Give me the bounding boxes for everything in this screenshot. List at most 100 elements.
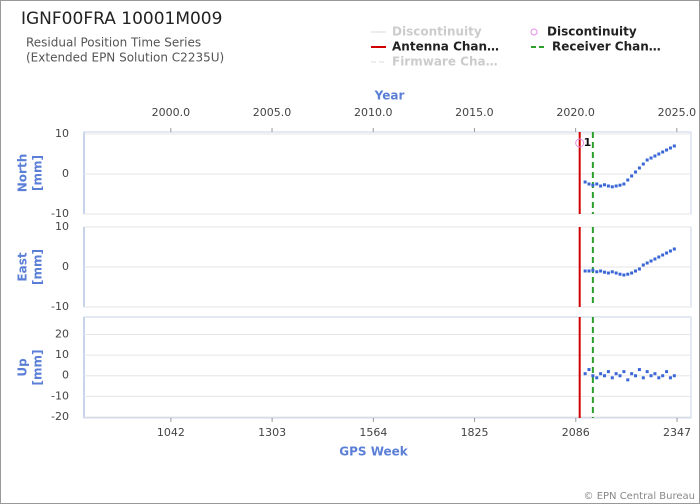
point	[603, 374, 607, 378]
y-tick-label: -20	[51, 410, 69, 423]
point	[583, 269, 587, 273]
y-tick-label: 10	[55, 348, 69, 361]
panel	[83, 131, 692, 215]
point	[653, 372, 657, 376]
point	[599, 372, 603, 376]
legend-label[interactable]: Receiver Chan…	[552, 40, 661, 54]
point	[595, 182, 599, 186]
top-tick-label: 2025.0	[658, 106, 697, 119]
chart-title: IGNF00FRA 10001M009	[21, 9, 222, 29]
point	[649, 259, 653, 263]
point	[657, 376, 661, 380]
point	[595, 270, 599, 274]
top-tick-label: 2015.0	[455, 106, 494, 119]
point	[653, 154, 657, 158]
point	[618, 272, 622, 276]
point	[587, 368, 591, 372]
y-tick-label: 0	[62, 260, 69, 273]
point	[649, 156, 653, 160]
legend-label[interactable]: Discontinuity	[392, 25, 482, 39]
point	[634, 170, 638, 174]
point	[614, 184, 618, 188]
x-axis-label: GPS Week	[339, 445, 409, 459]
top-tick-label: 2020.0	[556, 106, 595, 119]
x-tick-label: 1303	[258, 426, 286, 439]
point	[618, 374, 622, 378]
point	[672, 144, 676, 148]
x-tick-label: 2086	[562, 426, 590, 439]
point	[665, 148, 669, 152]
point	[606, 184, 610, 188]
point	[665, 251, 669, 255]
legend-label[interactable]: Discontinuity	[547, 25, 637, 39]
point	[614, 271, 618, 275]
point	[641, 263, 645, 267]
x-tick-label: 1564	[359, 426, 387, 439]
top-tick-label: 2010.0	[354, 106, 393, 119]
footer: © EPN Central Bureau	[584, 491, 695, 502]
point	[645, 370, 649, 374]
y-axis-label: North	[16, 154, 30, 192]
point	[610, 376, 614, 380]
point	[630, 372, 634, 376]
point	[630, 271, 634, 275]
point	[637, 166, 641, 170]
top-tick-label: 2000.0	[152, 106, 191, 119]
point	[665, 370, 669, 374]
point	[641, 162, 645, 166]
top-axis-label: Year	[374, 89, 405, 103]
point	[591, 268, 595, 272]
y-axis-label: [mm]	[31, 155, 45, 191]
y-tick-label: -10	[51, 389, 69, 402]
point	[622, 273, 626, 277]
point	[634, 374, 638, 378]
y-tick-label: -10	[51, 300, 69, 313]
y-tick-label: 0	[62, 369, 69, 382]
point	[626, 178, 630, 182]
legend-marker	[530, 28, 538, 36]
point	[657, 152, 661, 156]
point	[649, 374, 653, 378]
point	[657, 255, 661, 259]
legend-label[interactable]: Firmware Cha…	[392, 55, 498, 69]
point	[668, 376, 672, 380]
point	[599, 184, 603, 188]
y-tick-label: 20	[55, 328, 69, 341]
legend-label[interactable]: Antenna Chan…	[392, 40, 499, 54]
point	[583, 372, 587, 376]
point	[668, 249, 672, 253]
point	[626, 272, 630, 276]
y-axis-label: East	[16, 252, 30, 281]
point	[610, 185, 614, 189]
point	[645, 158, 649, 162]
x-tick-label: 2347	[663, 426, 691, 439]
point	[606, 271, 610, 275]
point	[637, 267, 641, 271]
subtitle: (Extended EPN Solution C2235U)	[26, 51, 224, 65]
point	[672, 374, 676, 378]
point	[622, 370, 626, 374]
y-axis-label: Up	[16, 358, 30, 377]
discontinuity-marker	[575, 138, 585, 148]
point	[618, 183, 622, 187]
point	[591, 374, 595, 378]
y-tick-label: 0	[62, 167, 69, 180]
y-axis-label: [mm]	[31, 249, 45, 285]
y-tick-label: 10	[55, 127, 69, 140]
point	[626, 378, 630, 382]
point	[634, 269, 638, 273]
point	[630, 174, 634, 178]
point	[622, 182, 626, 186]
x-tick-label: 1825	[461, 426, 489, 439]
point	[661, 374, 665, 378]
point	[661, 253, 665, 257]
y-axis-label: [mm]	[31, 350, 45, 386]
x-tick-label: 1042	[157, 426, 185, 439]
y-tick-label: -10	[51, 207, 69, 220]
point	[610, 270, 614, 274]
y-tick-label: 10	[55, 220, 69, 233]
point	[661, 150, 665, 154]
point	[645, 261, 649, 265]
point	[653, 257, 657, 261]
